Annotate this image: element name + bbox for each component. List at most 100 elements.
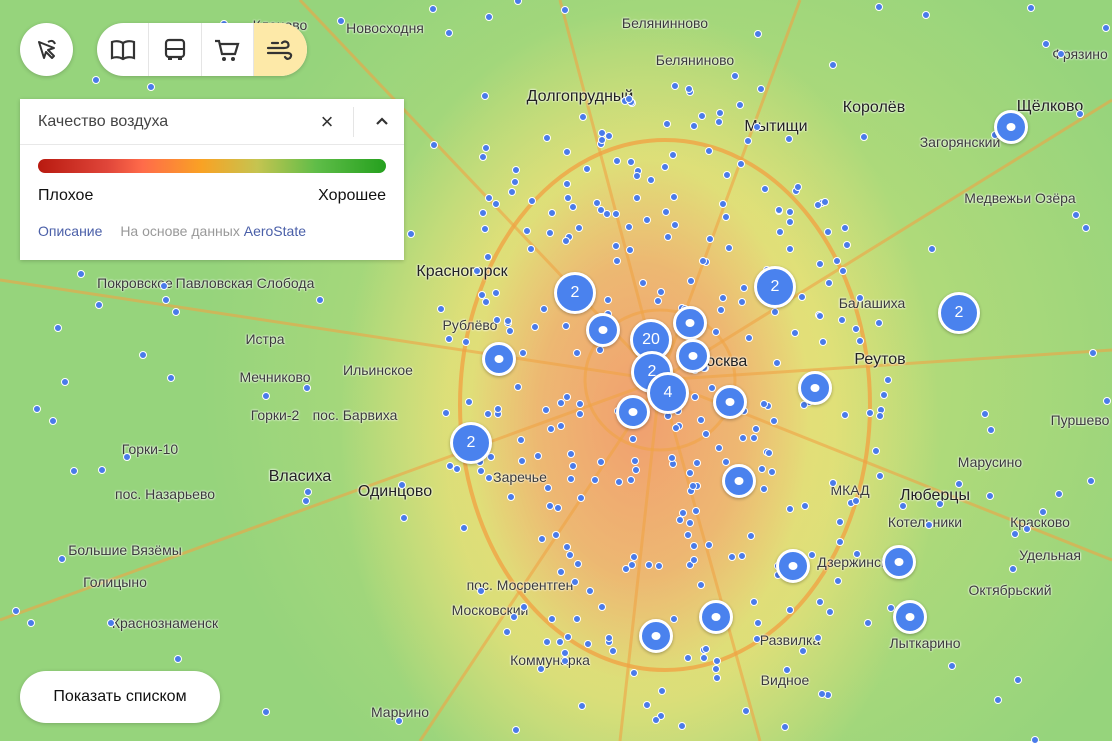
station-dot[interactable] bbox=[602, 209, 611, 218]
station-dot[interactable] bbox=[522, 226, 531, 235]
station-dot[interactable] bbox=[491, 288, 500, 297]
station-dot[interactable] bbox=[337, 17, 345, 26]
station-dot[interactable] bbox=[542, 406, 551, 415]
station-dot[interactable] bbox=[736, 101, 745, 110]
station-dot[interactable] bbox=[855, 293, 864, 302]
station-dot[interactable] bbox=[706, 234, 715, 243]
station-dot[interactable] bbox=[562, 321, 571, 330]
station-dot[interactable] bbox=[683, 654, 692, 663]
station-dot[interactable] bbox=[864, 618, 873, 627]
station-dot[interactable] bbox=[712, 327, 721, 336]
station-dot[interactable] bbox=[592, 199, 601, 208]
station-marker[interactable] bbox=[676, 339, 710, 373]
station-dot[interactable] bbox=[754, 29, 763, 38]
aerostate-link[interactable]: AeroState bbox=[243, 223, 306, 239]
station-dot[interactable] bbox=[719, 199, 728, 208]
close-icon[interactable]: × bbox=[320, 108, 334, 134]
station-dot[interactable] bbox=[624, 94, 633, 103]
station-dot[interactable] bbox=[569, 202, 578, 211]
station-dot[interactable] bbox=[548, 615, 557, 624]
station-dot[interactable] bbox=[838, 267, 847, 276]
station-dot[interactable] bbox=[519, 603, 528, 612]
station-dot[interactable] bbox=[722, 458, 731, 467]
station-dot[interactable] bbox=[751, 425, 760, 434]
station-dot[interactable] bbox=[823, 228, 832, 237]
station-dot[interactable] bbox=[516, 436, 525, 445]
station-dot[interactable] bbox=[705, 540, 714, 549]
station-dot[interactable] bbox=[955, 479, 964, 488]
station-dot[interactable] bbox=[57, 554, 66, 563]
station-dot[interactable] bbox=[761, 184, 770, 193]
station-dot[interactable] bbox=[739, 283, 748, 292]
station-dot[interactable] bbox=[33, 404, 42, 413]
station-dot[interactable] bbox=[77, 269, 86, 278]
station-dot[interactable] bbox=[696, 580, 705, 589]
station-dot[interactable] bbox=[876, 472, 885, 480]
station-dot[interactable] bbox=[851, 324, 860, 333]
station-dot[interactable] bbox=[656, 287, 665, 296]
station-dot[interactable] bbox=[603, 295, 612, 304]
station-dot[interactable] bbox=[834, 577, 843, 586]
station-dot[interactable] bbox=[713, 674, 722, 683]
station-dot[interactable] bbox=[485, 473, 494, 482]
station-dot[interactable] bbox=[689, 541, 698, 550]
station-marker[interactable] bbox=[586, 313, 620, 347]
station-dot[interactable] bbox=[671, 81, 680, 90]
station-dot[interactable] bbox=[753, 122, 762, 131]
station-dot[interactable] bbox=[750, 598, 759, 607]
station-dot[interactable] bbox=[671, 424, 680, 433]
station-dot[interactable] bbox=[701, 429, 710, 438]
station-dot[interactable] bbox=[543, 638, 552, 647]
station-dot[interactable] bbox=[690, 555, 699, 564]
station-dot[interactable] bbox=[631, 466, 640, 475]
station-dot[interactable] bbox=[818, 689, 827, 698]
station-marker[interactable] bbox=[722, 464, 756, 498]
station-dot[interactable] bbox=[678, 508, 687, 517]
station-dot[interactable] bbox=[644, 560, 653, 569]
station-dot[interactable] bbox=[760, 484, 769, 493]
station-dot[interactable] bbox=[754, 619, 763, 628]
station-dot[interactable] bbox=[852, 496, 861, 505]
station-dot[interactable] bbox=[775, 227, 784, 236]
station-dot[interactable] bbox=[613, 157, 622, 166]
station-dot[interactable] bbox=[597, 128, 606, 137]
station-dot[interactable] bbox=[1023, 524, 1032, 533]
station-dot[interactable] bbox=[799, 647, 808, 656]
station-dot[interactable] bbox=[657, 711, 666, 720]
station-dot[interactable] bbox=[793, 183, 802, 192]
station-dot[interactable] bbox=[986, 425, 995, 434]
station-dot[interactable] bbox=[685, 561, 694, 570]
station-dot[interactable] bbox=[708, 384, 717, 392]
station-dot[interactable] bbox=[397, 480, 406, 489]
station-dot[interactable] bbox=[566, 550, 575, 559]
station-dot[interactable] bbox=[534, 451, 543, 460]
station-dot[interactable] bbox=[683, 530, 692, 539]
station-dot[interactable] bbox=[715, 443, 724, 452]
station-dot[interactable] bbox=[575, 410, 584, 419]
station-dot[interactable] bbox=[875, 3, 884, 12]
station-dot[interactable] bbox=[394, 717, 403, 726]
station-dot[interactable] bbox=[315, 296, 324, 305]
station-dot[interactable] bbox=[633, 172, 642, 181]
station-dot[interactable] bbox=[936, 499, 945, 508]
station-dot[interactable] bbox=[715, 108, 724, 117]
station-dot[interactable] bbox=[537, 664, 546, 673]
station-dot[interactable] bbox=[545, 501, 554, 510]
station-dot[interactable] bbox=[484, 409, 493, 418]
station-dot[interactable] bbox=[479, 209, 488, 218]
station-dot[interactable] bbox=[546, 228, 555, 237]
station-dot[interactable] bbox=[757, 85, 765, 94]
station-dot[interactable] bbox=[664, 233, 673, 242]
station-dot[interactable] bbox=[445, 29, 454, 38]
station-dot[interactable] bbox=[139, 350, 148, 359]
station-dot[interactable] bbox=[670, 221, 679, 230]
station-dot[interactable] bbox=[560, 649, 569, 658]
station-dot[interactable] bbox=[786, 245, 795, 254]
station-dot[interactable] bbox=[859, 133, 868, 142]
station-dot[interactable] bbox=[1030, 735, 1039, 744]
station-dot[interactable] bbox=[1089, 349, 1098, 358]
station-dot[interactable] bbox=[611, 241, 620, 250]
station-dot[interactable] bbox=[453, 465, 462, 474]
station-dot[interactable] bbox=[504, 317, 513, 326]
station-dot[interactable] bbox=[785, 504, 794, 513]
